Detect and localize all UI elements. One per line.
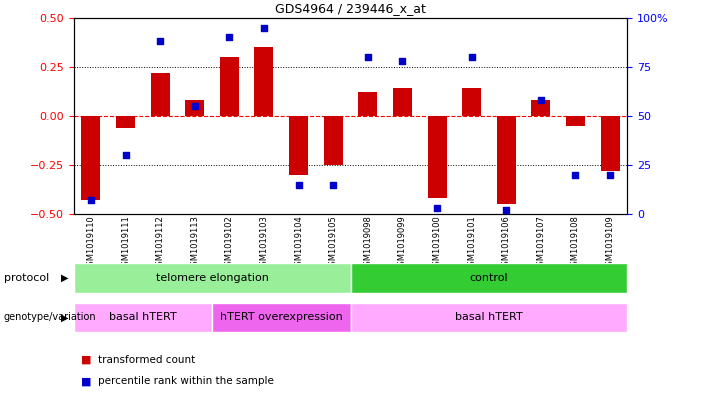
Bar: [350, 303, 627, 332]
Text: basal hTERT: basal hTERT: [455, 312, 523, 322]
Text: percentile rank within the sample: percentile rank within the sample: [98, 376, 274, 386]
Point: [259, 24, 270, 31]
Bar: [185, 100, 204, 116]
Text: control: control: [470, 273, 508, 283]
Bar: [81, 116, 100, 200]
Bar: [358, 92, 377, 116]
Text: ▶: ▶: [61, 273, 68, 283]
Point: [189, 103, 200, 109]
Bar: [254, 47, 273, 116]
Point: [466, 54, 477, 60]
Bar: [151, 73, 170, 116]
Point: [293, 182, 304, 188]
Bar: [324, 116, 343, 165]
Text: hTERT overexpression: hTERT overexpression: [220, 312, 343, 322]
Text: genotype/variation: genotype/variation: [4, 312, 96, 322]
Text: telomere elongation: telomere elongation: [156, 273, 268, 283]
Bar: [350, 263, 627, 293]
Bar: [116, 116, 135, 128]
Bar: [289, 116, 308, 175]
Title: GDS4964 / 239446_x_at: GDS4964 / 239446_x_at: [275, 2, 426, 15]
Bar: [393, 88, 412, 116]
Text: ■: ■: [81, 354, 91, 365]
Point: [327, 182, 339, 188]
Bar: [212, 303, 350, 332]
Point: [224, 34, 235, 40]
Bar: [428, 116, 447, 198]
Point: [501, 207, 512, 213]
Bar: [220, 57, 239, 116]
Text: protocol: protocol: [4, 273, 49, 283]
Point: [431, 205, 442, 211]
Bar: [566, 116, 585, 126]
Bar: [74, 263, 351, 293]
Point: [154, 38, 165, 44]
Point: [397, 58, 408, 64]
Point: [120, 152, 131, 158]
Point: [536, 97, 547, 103]
Point: [86, 197, 97, 204]
Text: ▶: ▶: [61, 312, 68, 322]
Point: [604, 172, 615, 178]
Bar: [74, 303, 212, 332]
Bar: [462, 88, 481, 116]
Text: basal hTERT: basal hTERT: [109, 312, 177, 322]
Bar: [531, 100, 550, 116]
Bar: [601, 116, 620, 171]
Point: [570, 172, 581, 178]
Text: transformed count: transformed count: [98, 354, 196, 365]
Bar: [497, 116, 516, 204]
Point: [362, 54, 374, 60]
Text: ■: ■: [81, 376, 91, 386]
